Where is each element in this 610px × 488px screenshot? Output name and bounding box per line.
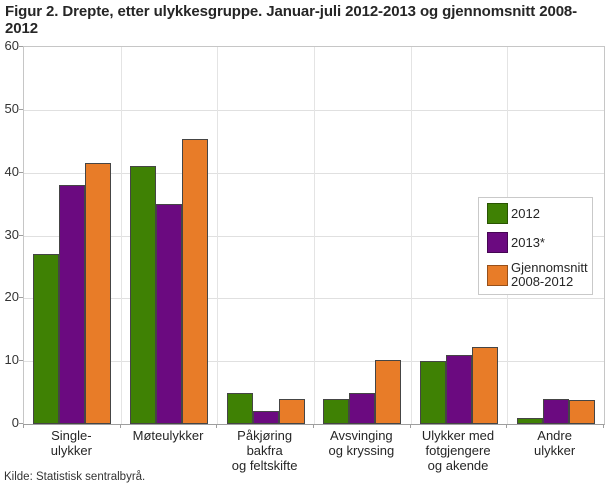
y-tick-mark-60: [19, 46, 23, 47]
bar-2012-0: [33, 254, 60, 424]
legend-item-label-1: 2013*: [511, 234, 545, 250]
x-tick-mark-3: [313, 424, 314, 428]
y-tick-mark-40: [19, 172, 23, 173]
gridline-x-4: [411, 47, 412, 424]
y-tick-label-60: 60: [4, 38, 19, 53]
bar-2013--1: [156, 204, 182, 424]
bar-2012-2: [226, 392, 253, 424]
y-tick-mark-30: [19, 235, 23, 236]
y-tick-label-50: 50: [4, 101, 19, 116]
legend-item-0: 2012: [487, 203, 586, 224]
bar-gjennomsnitt-2008-2012-5: [568, 400, 595, 424]
gridline-x-3: [314, 47, 315, 424]
x-tick-mark-0: [23, 424, 24, 428]
y-tick-mark-50: [19, 109, 23, 110]
category-label-1: Møteulykker: [132, 428, 204, 443]
bar-2012-3: [323, 398, 350, 424]
x-tick-mark-6: [603, 424, 604, 428]
bar-2013--4: [446, 354, 472, 424]
legend-swatch-1: [487, 232, 508, 253]
bar-2012-1: [130, 166, 156, 424]
bar-2013--3: [349, 392, 376, 424]
bar-2012-4: [420, 361, 446, 424]
bar-2013--2: [252, 411, 279, 424]
x-tick-mark-2: [216, 424, 217, 428]
gridline-x-2: [217, 47, 218, 424]
legend-item-2: Gjennomsnitt 2008-2012: [487, 260, 588, 289]
gridline-x-1: [121, 47, 122, 424]
y-tick-mark-20: [19, 297, 23, 298]
legend-swatch-2: [487, 264, 508, 286]
y-tick-label-0: 0: [11, 415, 19, 430]
y-tick-label-30: 30: [4, 227, 19, 242]
bar-2013--0: [59, 185, 86, 424]
category-label-2: Påkjøring bakfra og feltskifte: [231, 428, 298, 473]
bar-gjennomsnitt-2008-2012-3: [375, 359, 402, 424]
bar-2012-5: [516, 417, 543, 424]
legend-item-label-2: Gjennomsnitt 2008-2012: [511, 260, 588, 289]
legend-swatch-0: [487, 203, 508, 224]
x-tick-mark-5: [506, 424, 507, 428]
legend-item-1: 2013*: [487, 232, 586, 253]
y-tick-mark-0: [19, 423, 23, 424]
y-tick-mark-10: [19, 360, 23, 361]
y-tick-label-40: 40: [4, 164, 19, 179]
legend: 2012 2013* Gjennomsnitt 2008-2012: [478, 197, 593, 295]
bar-gjennomsnitt-2008-2012-4: [472, 347, 498, 424]
category-label-3: Avsvinging og kryssing: [328, 428, 395, 458]
y-tick-label-10: 10: [4, 352, 19, 367]
legend-item-label-0: 2012: [511, 205, 540, 221]
x-tick-mark-4: [410, 424, 411, 428]
bar-2013--5: [542, 398, 569, 424]
bar-gjennomsnitt-2008-2012-2: [278, 398, 305, 424]
chart-title: Figur 2. Drepte, etter ulykkesgruppe. Ja…: [5, 3, 578, 37]
y-tick-label-20: 20: [4, 289, 19, 304]
bar-gjennomsnitt-2008-2012-0: [85, 162, 112, 424]
x-tick-mark-1: [120, 424, 121, 428]
category-label-0: Single-ulykker: [50, 428, 92, 458]
category-label-4: Ulykker med fotgjengere og akende: [421, 428, 495, 473]
bar-gjennomsnitt-2008-2012-1: [182, 138, 208, 424]
category-label-5: Andre ulykker: [534, 428, 576, 458]
source-note: Kilde: Statistisk sentralbyrå.: [4, 471, 146, 483]
